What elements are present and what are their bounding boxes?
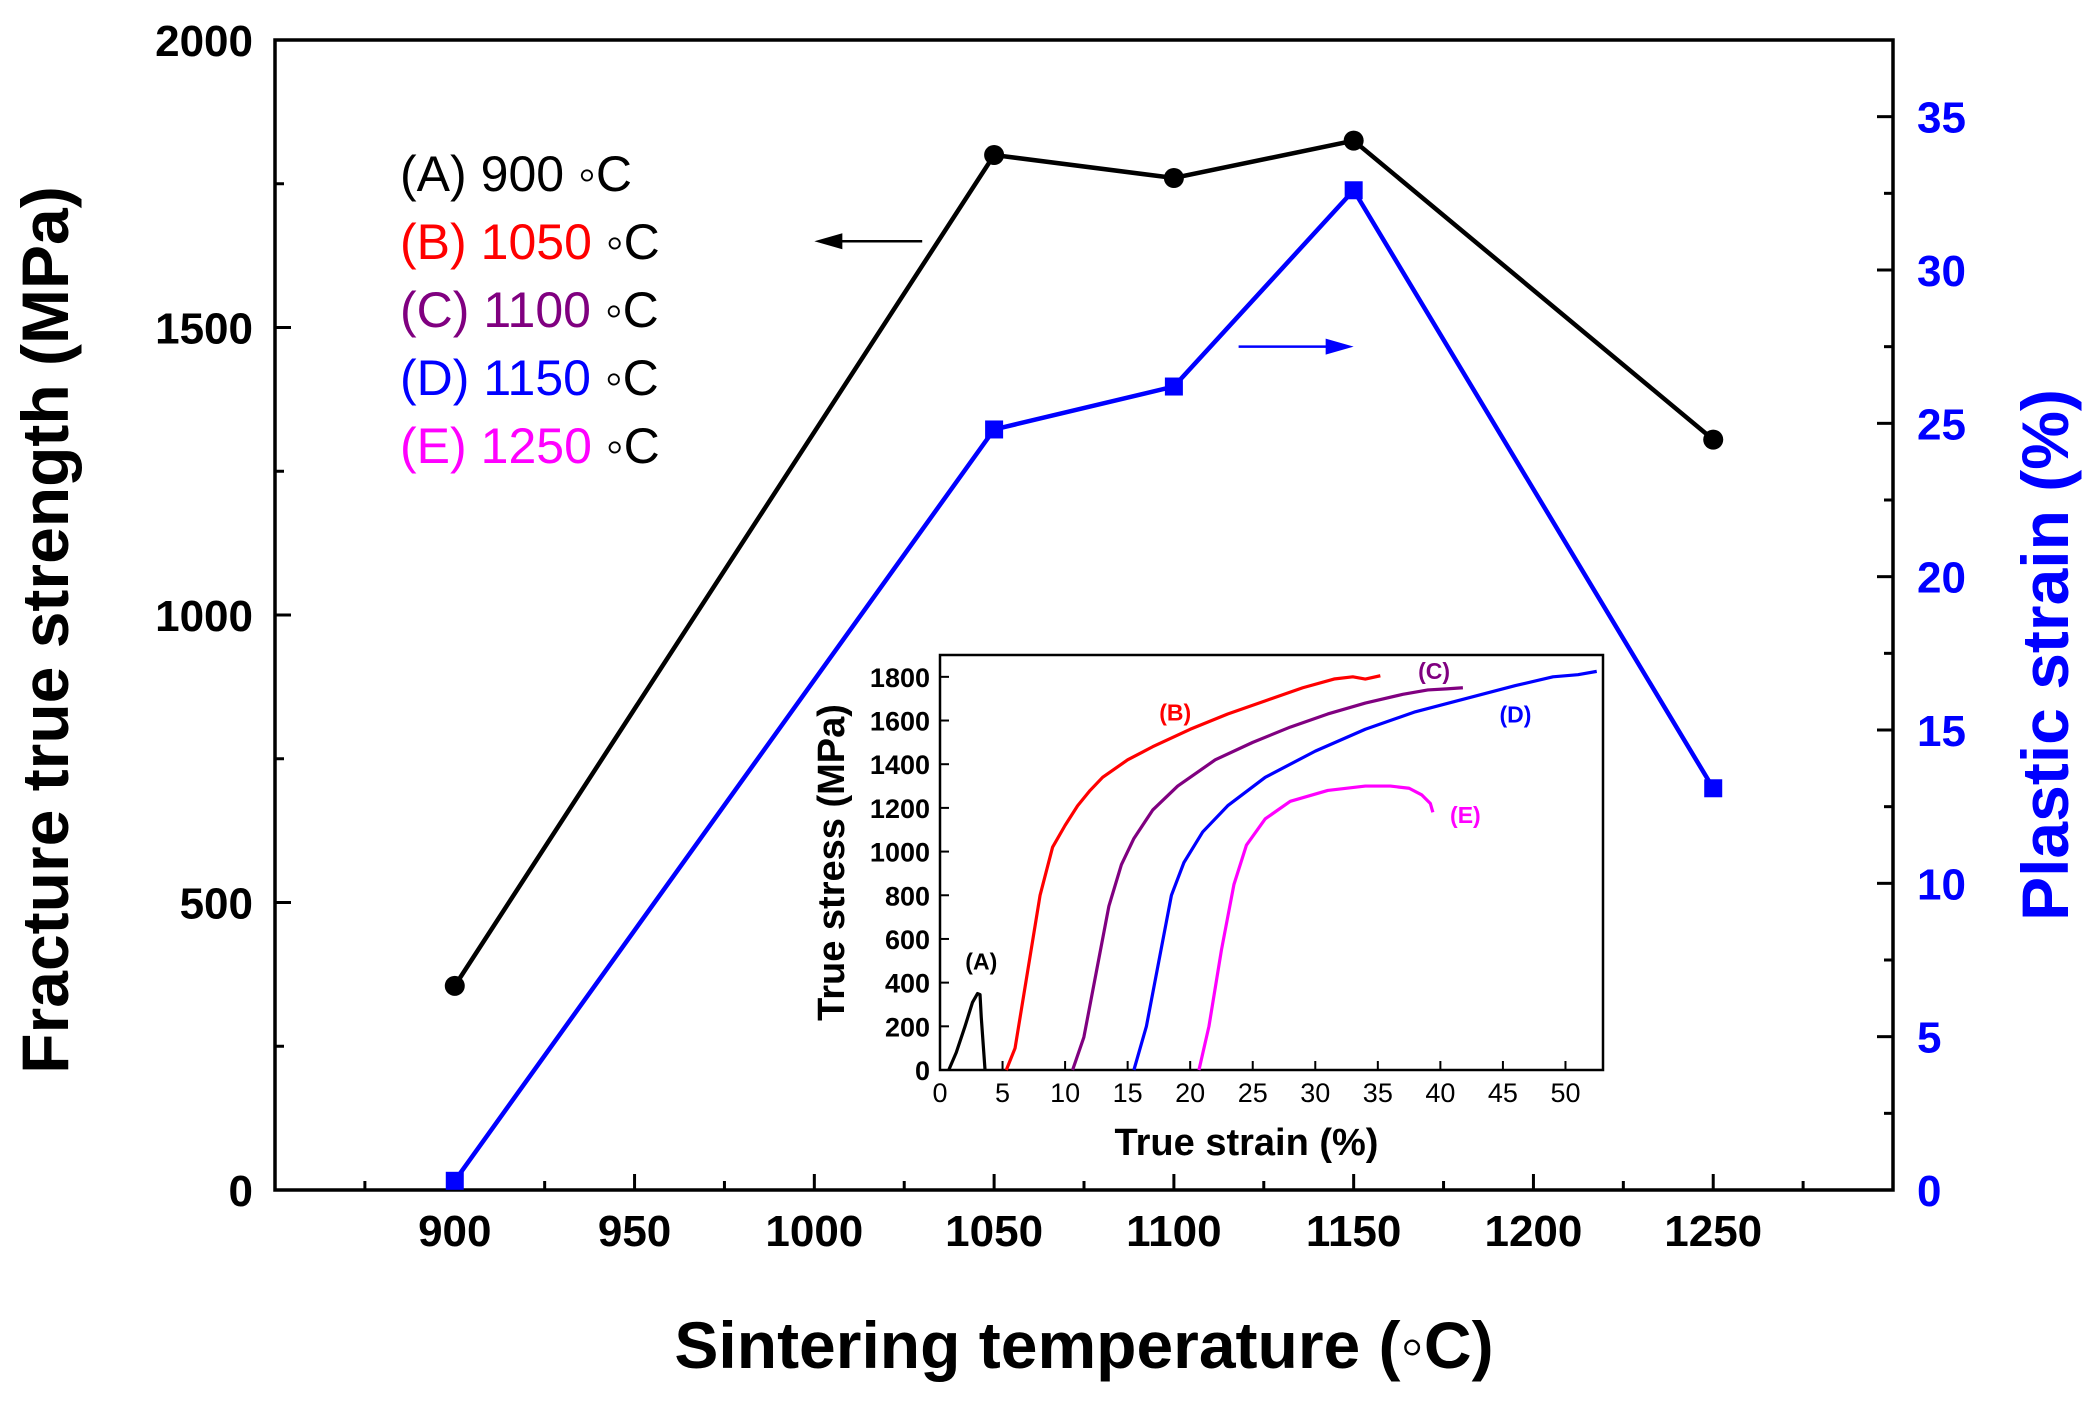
x-tick-label-1: 950 <box>598 1207 671 1256</box>
x-tick-label-2: 1000 <box>765 1207 863 1256</box>
inset-x-tick-label-6: 30 <box>1300 1078 1330 1108</box>
inset-series-line-0 <box>947 991 987 1071</box>
inset-series-line-2 <box>1071 686 1464 1071</box>
arrow-head-1 <box>1325 338 1354 355</box>
y2-tick-label-5: 25 <box>1917 400 1966 449</box>
inset-series-line-4 <box>1197 784 1435 1071</box>
legend-prefix: (C) <box>400 282 469 338</box>
inset-x-tick-label-4: 20 <box>1175 1078 1205 1108</box>
inset-x-axis-title: True strain (%) <box>1115 1122 1379 1164</box>
plot-frame <box>273 38 1895 1192</box>
legend-prefix: (B) <box>400 214 467 270</box>
inset-series-label-3: (D) <box>1499 702 1531 728</box>
inset-series-line-3 <box>1132 669 1598 1071</box>
legend-value: 1150 <box>483 350 591 406</box>
legend-item-3: (D) 1150 ◦C <box>400 350 659 406</box>
inset-series-label-0: (A) <box>965 949 997 975</box>
x-tick-label-3: 1050 <box>945 1207 1043 1256</box>
inset-chart: 0 200 400 600 800 1000 1200 1400 1600 1800 0 5 10 15 2… <box>811 653 1605 1164</box>
inset-y-tick-label-6: 1200 <box>870 794 930 824</box>
data-point <box>1704 779 1723 798</box>
y2-tick-label-6: 30 <box>1917 247 1966 296</box>
legend-unit: ◦C <box>606 418 660 474</box>
y-axis-title: Fracture true strength (MPa) <box>8 186 82 1073</box>
inset-y-tick-label-2: 400 <box>885 969 930 999</box>
legend-value: 1250 <box>481 418 592 474</box>
data-point <box>1703 429 1724 450</box>
data-point <box>1164 377 1183 396</box>
inset-y-axis-title: True stress (MPa) <box>811 704 853 1021</box>
x-tick-label-7: 1250 <box>1664 1207 1762 1256</box>
y2-tick-label-2: 10 <box>1917 860 1966 909</box>
data-point <box>1344 181 1363 200</box>
legend-item-0: (A) 900 ◦C <box>400 146 632 202</box>
y2-axis-title: Plastic strain (%) <box>2008 389 2082 921</box>
inset-y-tick-label-3: 600 <box>885 925 930 955</box>
y-tick-label-3: 1500 <box>155 305 253 354</box>
legend-unit: ◦C <box>606 214 660 270</box>
legend-value: 900 <box>481 146 564 202</box>
legend-unit: ◦C <box>578 146 632 202</box>
x-tick-label-4: 1100 <box>1126 1207 1221 1256</box>
y2-tick-label-0: 0 <box>1917 1167 1941 1216</box>
inset-x-tick-label-10: 50 <box>1550 1078 1580 1108</box>
inset-x-tick-label-1: 5 <box>995 1078 1010 1108</box>
inset-y-tick-label-5: 1000 <box>870 838 930 868</box>
data-point <box>1163 168 1184 188</box>
y2-tick-label-7: 35 <box>1917 94 1966 143</box>
y2-tick-label-1: 5 <box>1917 1014 1941 1063</box>
legend-value: 1100 <box>483 282 591 338</box>
inset-y-tick-label-7: 1400 <box>870 750 930 780</box>
inset-x-tick-label-2: 10 <box>1050 1078 1080 1108</box>
inset-y-tick-label-0: 0 <box>915 1056 930 1086</box>
legend-prefix: (A) <box>400 146 467 202</box>
inset-series-label-4: (E) <box>1450 802 1481 828</box>
y-tick-label-0: 0 <box>229 1167 253 1216</box>
inset-series-label-2: (C) <box>1418 658 1450 684</box>
inset-x-tick-label-3: 15 <box>1113 1078 1143 1108</box>
legend-prefix: (D) <box>400 350 469 406</box>
inset-x-tick-label-0: 0 <box>932 1078 947 1108</box>
legend-unit: ◦C <box>605 350 659 406</box>
x-tick-label-0: 900 <box>418 1207 491 1256</box>
x-tick-label-6: 1200 <box>1484 1207 1582 1256</box>
legend-item-4: (E) 1250 ◦C <box>400 418 660 474</box>
inset-x-tick-label-9: 45 <box>1488 1078 1518 1108</box>
y-tick-label-4: 2000 <box>155 17 253 66</box>
legend-prefix: (E) <box>400 418 467 474</box>
inset-series-label-1: (B) <box>1159 700 1191 726</box>
inset-x-tick-label-7: 35 <box>1363 1078 1393 1108</box>
inset-y-tick-label-8: 1600 <box>870 707 930 737</box>
inset-x-tick-label-8: 40 <box>1425 1078 1455 1108</box>
data-point <box>445 1171 464 1190</box>
y-tick-label-1: 500 <box>180 880 253 929</box>
legend-value: 1050 <box>481 214 592 270</box>
data-point <box>444 975 465 996</box>
inset-series-line-1 <box>1004 674 1381 1071</box>
legend-item-2: (C) 1100 ◦C <box>400 282 659 338</box>
inset-y-tick-label-4: 800 <box>885 881 930 911</box>
x-tick-label-5: 1150 <box>1306 1207 1401 1256</box>
data-point <box>984 145 1005 165</box>
inset-y-tick-label-9: 1800 <box>870 663 930 693</box>
y-tick-label-2: 1000 <box>155 592 253 641</box>
data-point <box>1343 130 1364 151</box>
inset-frame <box>938 653 1605 1072</box>
inset-x-tick-label-5: 25 <box>1238 1078 1268 1108</box>
y2-tick-label-4: 20 <box>1917 554 1966 603</box>
legend-item-1: (B) 1050 ◦C <box>400 214 660 270</box>
arrow-head-0 <box>814 233 843 250</box>
x-axis-title: Sintering temperature (◦C) <box>674 1308 1493 1382</box>
legend-unit: ◦C <box>605 282 659 338</box>
data-point <box>985 420 1004 439</box>
y2-tick-label-3: 15 <box>1917 707 1966 756</box>
inset-y-tick-label-1: 200 <box>885 1012 930 1042</box>
